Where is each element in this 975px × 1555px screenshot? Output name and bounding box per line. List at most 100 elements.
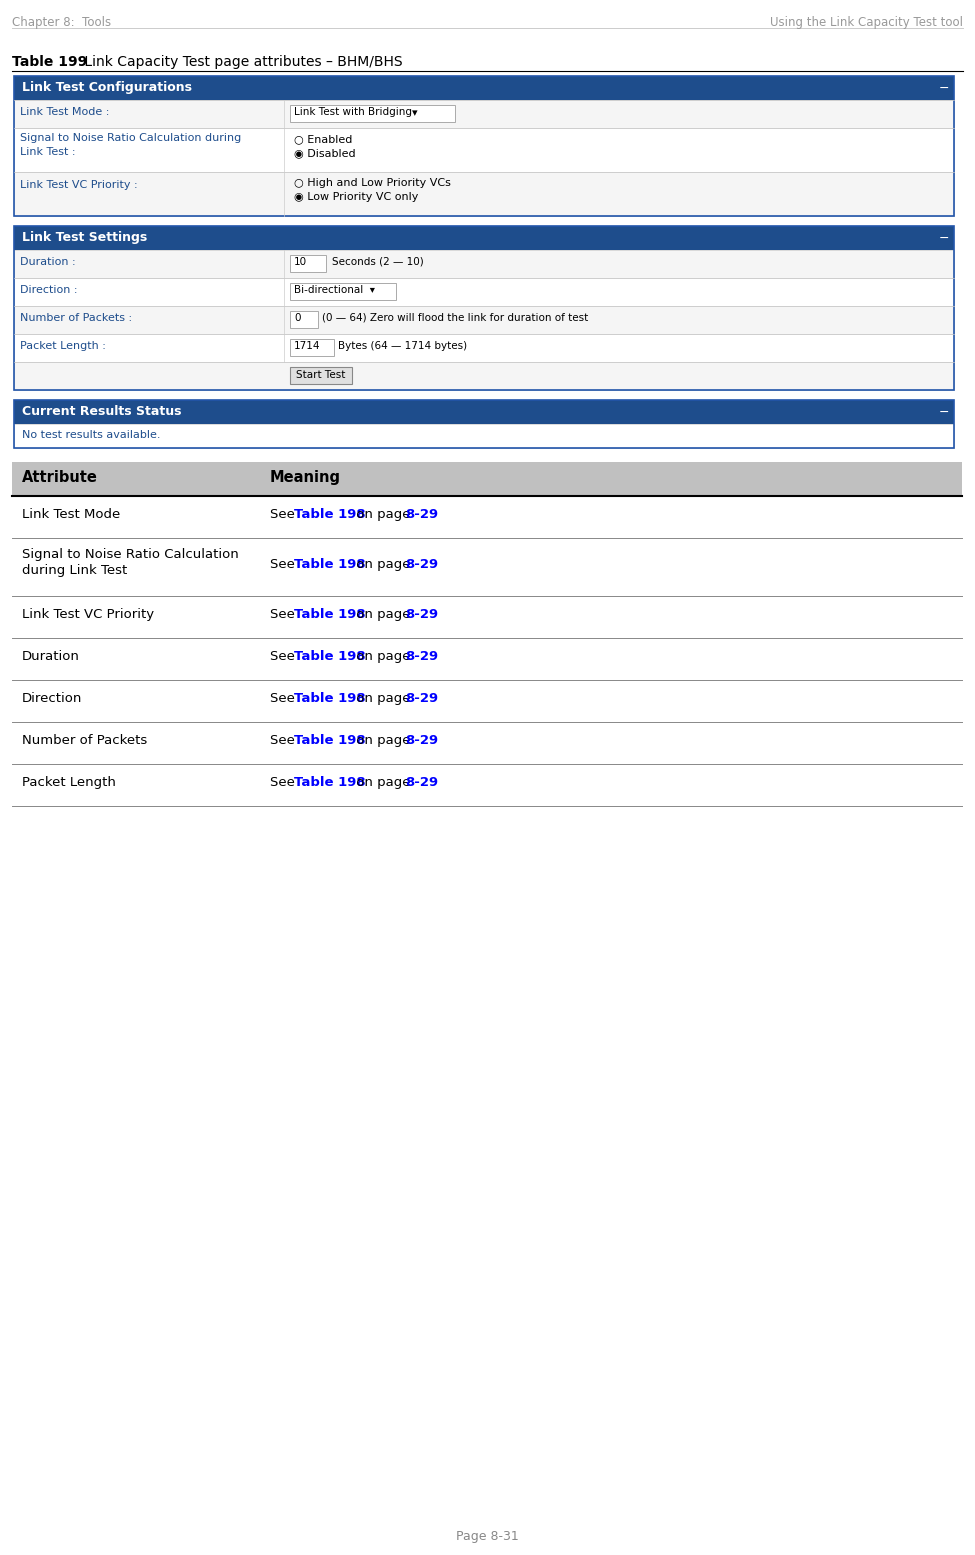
Text: Link Test with Bridging: Link Test with Bridging: [294, 107, 412, 117]
Text: on page: on page: [352, 558, 414, 571]
Bar: [290, 339, 334, 356]
Text: Direction: Direction: [22, 692, 82, 704]
Text: Chapter 8:  Tools: Chapter 8: Tools: [12, 16, 111, 30]
Bar: [290, 311, 318, 328]
Text: Table 198: Table 198: [294, 776, 366, 788]
Bar: [14, 225, 954, 250]
Text: on page: on page: [352, 734, 414, 746]
Bar: [12, 722, 962, 764]
Text: 10: 10: [294, 257, 307, 267]
Text: Bi-directional  ▾: Bi-directional ▾: [294, 285, 375, 295]
Text: See: See: [270, 734, 299, 746]
Text: −: −: [939, 406, 950, 418]
Text: on page: on page: [352, 692, 414, 704]
Text: 8-29: 8-29: [405, 776, 438, 788]
Text: Duration: Duration: [22, 650, 80, 662]
Bar: [14, 425, 954, 448]
Text: Number of Packets: Number of Packets: [22, 734, 147, 746]
Text: Table 198: Table 198: [294, 734, 366, 746]
Text: 8-29: 8-29: [405, 558, 438, 571]
Text: No test results available.: No test results available.: [22, 431, 161, 440]
Text: Page 8-31: Page 8-31: [455, 1530, 519, 1543]
Text: Link Test Mode :: Link Test Mode :: [20, 107, 109, 117]
Text: ◉ Disabled: ◉ Disabled: [294, 148, 356, 159]
Bar: [290, 283, 396, 300]
Bar: [12, 680, 962, 722]
Bar: [290, 106, 455, 121]
Text: Link Test VC Priority: Link Test VC Priority: [22, 608, 154, 620]
Text: 8-29: 8-29: [405, 608, 438, 620]
Text: Seconds (2 — 10): Seconds (2 — 10): [332, 257, 424, 267]
Text: See: See: [270, 508, 299, 521]
Text: on page: on page: [352, 776, 414, 788]
Text: Bytes (64 — 1714 bytes): Bytes (64 — 1714 bytes): [338, 341, 467, 351]
Text: Table 198: Table 198: [294, 650, 366, 662]
Bar: [14, 278, 954, 306]
Text: Signal to Noise Ratio Calculation during: Signal to Noise Ratio Calculation during: [20, 134, 241, 143]
Text: Signal to Noise Ratio Calculation: Signal to Noise Ratio Calculation: [22, 547, 239, 561]
Text: Number of Packets :: Number of Packets :: [20, 313, 133, 323]
Text: Packet Length :: Packet Length :: [20, 341, 106, 351]
Text: Table 198: Table 198: [294, 558, 366, 571]
Text: Table 198: Table 198: [294, 508, 366, 521]
Text: −: −: [939, 232, 950, 246]
Text: (0 — 64) Zero will flood the link for duration of test: (0 — 64) Zero will flood the link for du…: [322, 313, 588, 323]
Text: 8-29: 8-29: [405, 508, 438, 521]
Text: Table 199: Table 199: [12, 54, 87, 68]
Text: Link Capacity Test page attributes – BHM/BHS: Link Capacity Test page attributes – BHM…: [80, 54, 403, 68]
Text: Direction :: Direction :: [20, 285, 77, 295]
Text: Start Test: Start Test: [296, 370, 346, 379]
Text: Link Test Configurations: Link Test Configurations: [22, 81, 192, 93]
Text: Meaning: Meaning: [270, 470, 341, 485]
Text: Using the Link Capacity Test tool: Using the Link Capacity Test tool: [770, 16, 963, 30]
Text: ○ High and Low Priority VCs: ○ High and Low Priority VCs: [294, 177, 450, 188]
Text: Link Test Settings: Link Test Settings: [22, 232, 147, 244]
Text: ▾: ▾: [412, 107, 417, 118]
Text: on page: on page: [352, 650, 414, 662]
Text: See: See: [270, 692, 299, 704]
Bar: [12, 462, 962, 496]
Bar: [290, 255, 326, 272]
Text: 8-29: 8-29: [405, 650, 438, 662]
Text: on page: on page: [352, 508, 414, 521]
Text: See: See: [270, 650, 299, 662]
Text: Current Results Status: Current Results Status: [22, 404, 181, 418]
Bar: [12, 638, 962, 680]
Bar: [14, 362, 954, 390]
Text: See: See: [270, 776, 299, 788]
Text: Link Test Mode: Link Test Mode: [22, 508, 120, 521]
Bar: [12, 538, 962, 596]
Text: Packet Length: Packet Length: [22, 776, 116, 788]
Bar: [12, 596, 962, 638]
Bar: [14, 76, 954, 216]
Text: 0: 0: [294, 313, 300, 323]
Text: ◉ Low Priority VC only: ◉ Low Priority VC only: [294, 191, 418, 202]
Bar: [14, 334, 954, 362]
Bar: [12, 496, 962, 538]
Text: 8-29: 8-29: [405, 734, 438, 746]
Text: Table 198: Table 198: [294, 608, 366, 620]
Text: Link Test VC Priority :: Link Test VC Priority :: [20, 180, 137, 190]
Text: on page: on page: [352, 608, 414, 620]
Bar: [14, 225, 954, 390]
Text: Table 198: Table 198: [294, 692, 366, 704]
Bar: [14, 128, 954, 173]
Text: during Link Test: during Link Test: [22, 564, 128, 577]
Bar: [290, 367, 352, 384]
Text: ○ Enabled: ○ Enabled: [294, 134, 352, 145]
Text: See: See: [270, 608, 299, 620]
Text: 8-29: 8-29: [405, 692, 438, 704]
Bar: [14, 250, 954, 278]
Bar: [14, 400, 954, 425]
Bar: [14, 76, 954, 100]
Bar: [14, 400, 954, 448]
Text: Duration :: Duration :: [20, 257, 76, 267]
Bar: [14, 306, 954, 334]
Bar: [14, 173, 954, 216]
Text: See: See: [270, 558, 299, 571]
Text: Attribute: Attribute: [22, 470, 98, 485]
Bar: [12, 764, 962, 805]
Text: 1714: 1714: [294, 341, 321, 351]
Text: −: −: [939, 82, 950, 95]
Text: Link Test :: Link Test :: [20, 148, 75, 157]
